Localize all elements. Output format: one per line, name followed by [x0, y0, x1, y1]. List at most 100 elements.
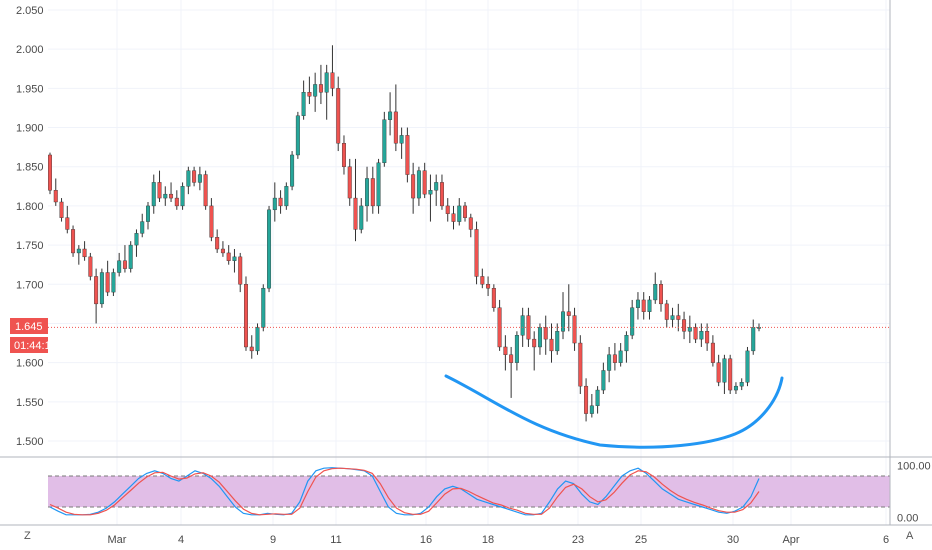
candle-body — [388, 111, 393, 120]
candle-body — [134, 233, 139, 246]
candle-body — [255, 327, 260, 352]
candle-body — [503, 346, 508, 355]
candle-body — [330, 72, 335, 89]
candle-body — [474, 229, 479, 277]
candle-body — [232, 256, 237, 261]
candle-body — [728, 358, 733, 391]
y-tick-label: 1.850 — [16, 162, 44, 174]
candle-body — [94, 276, 99, 305]
candle-body — [451, 213, 456, 222]
candle-body — [157, 182, 162, 199]
candle-body — [122, 260, 127, 269]
candle-body — [365, 178, 370, 207]
candle-body — [549, 338, 554, 352]
candle-body — [290, 154, 295, 187]
candle-body — [416, 170, 421, 199]
y-tick-label: 1.500 — [16, 436, 44, 448]
candle-body — [249, 346, 254, 352]
candle-body — [520, 315, 525, 336]
candle-body — [434, 182, 439, 191]
candle-body — [578, 342, 583, 387]
price-badges: 1.645 01:44:1 — [10, 318, 51, 353]
candle-body — [192, 170, 197, 183]
x-tick-label: 23 — [572, 534, 584, 546]
candle-body — [468, 217, 473, 230]
candle-body — [589, 405, 594, 414]
candle-body — [463, 205, 468, 218]
candle-body — [76, 248, 81, 254]
candle-body — [514, 335, 519, 363]
candle-body — [630, 307, 635, 336]
y-tick-label: 1.950 — [16, 83, 44, 95]
candle-body — [117, 260, 122, 273]
candle-body — [238, 256, 243, 285]
oscillator-line — [49, 467, 760, 516]
time-axis: Mar 4 9 11 16 18 23 25 30 Apr 6 — [108, 534, 890, 546]
candle-body — [71, 229, 76, 254]
x-tick-label: 25 — [635, 534, 647, 546]
candle-body — [457, 205, 462, 222]
x-tick-label: 9 — [270, 534, 276, 546]
y-tick-label: 1.550 — [16, 397, 44, 409]
y-tick-label: 1.800 — [16, 201, 44, 213]
candle-body — [601, 370, 606, 391]
x-tick-label: 6 — [883, 534, 889, 546]
candle-body — [99, 272, 104, 305]
x-tick-label: Mar — [108, 534, 127, 546]
x-tick-label: 4 — [178, 534, 184, 546]
candle-body — [532, 338, 537, 348]
candle-body — [739, 382, 744, 387]
candle-body — [359, 205, 364, 230]
last-price-badge — [10, 318, 48, 334]
candle-body — [641, 299, 646, 312]
countdown-badge — [10, 337, 48, 353]
candle-body — [295, 115, 300, 156]
candle-body — [105, 272, 110, 293]
candle-body — [745, 350, 750, 383]
candle-body — [278, 197, 283, 207]
auto-scale-button[interactable]: A — [906, 530, 914, 542]
candle-body — [382, 119, 387, 164]
candle-body — [324, 72, 329, 93]
candle-body — [341, 143, 346, 167]
timezone-z-button[interactable]: Z — [24, 530, 31, 542]
candle-body — [336, 88, 341, 144]
candle-body — [572, 315, 577, 344]
candle-body — [682, 319, 687, 332]
last-price-badge-text: 1.645 — [15, 321, 43, 333]
y-tick-label: 1.600 — [16, 358, 44, 370]
candle-body — [705, 331, 710, 344]
candle-body — [376, 162, 381, 207]
candle-body — [751, 327, 756, 352]
drawn-arc-annotation — [444, 374, 784, 449]
candle-body — [163, 193, 168, 199]
candle-body — [111, 272, 116, 293]
candle-body — [180, 186, 185, 207]
candle-body — [353, 197, 358, 230]
candle-body — [88, 256, 93, 277]
candle-body — [318, 84, 323, 93]
x-tick-label: 30 — [727, 534, 739, 546]
candle-body — [584, 385, 589, 414]
y-tick-label: 1.900 — [16, 123, 44, 135]
candle-body — [555, 331, 560, 352]
candle-body — [301, 92, 306, 116]
candle-body — [624, 335, 629, 352]
candle-body — [82, 248, 87, 258]
candle-body — [664, 303, 669, 320]
candle-body — [48, 154, 52, 191]
x-tick-label: 18 — [482, 534, 494, 546]
y-tick-label: 1.700 — [16, 279, 44, 291]
candle-body — [687, 327, 692, 332]
candle-body — [509, 354, 514, 363]
candle-body — [480, 276, 485, 285]
candle-body — [203, 174, 208, 207]
candle-body — [128, 244, 133, 269]
candle-body — [169, 193, 174, 199]
candle-body — [215, 237, 220, 250]
candle-body — [405, 135, 410, 175]
frame — [0, 0, 932, 526]
candle-body — [635, 299, 640, 308]
x-tick-label: 16 — [420, 534, 432, 546]
